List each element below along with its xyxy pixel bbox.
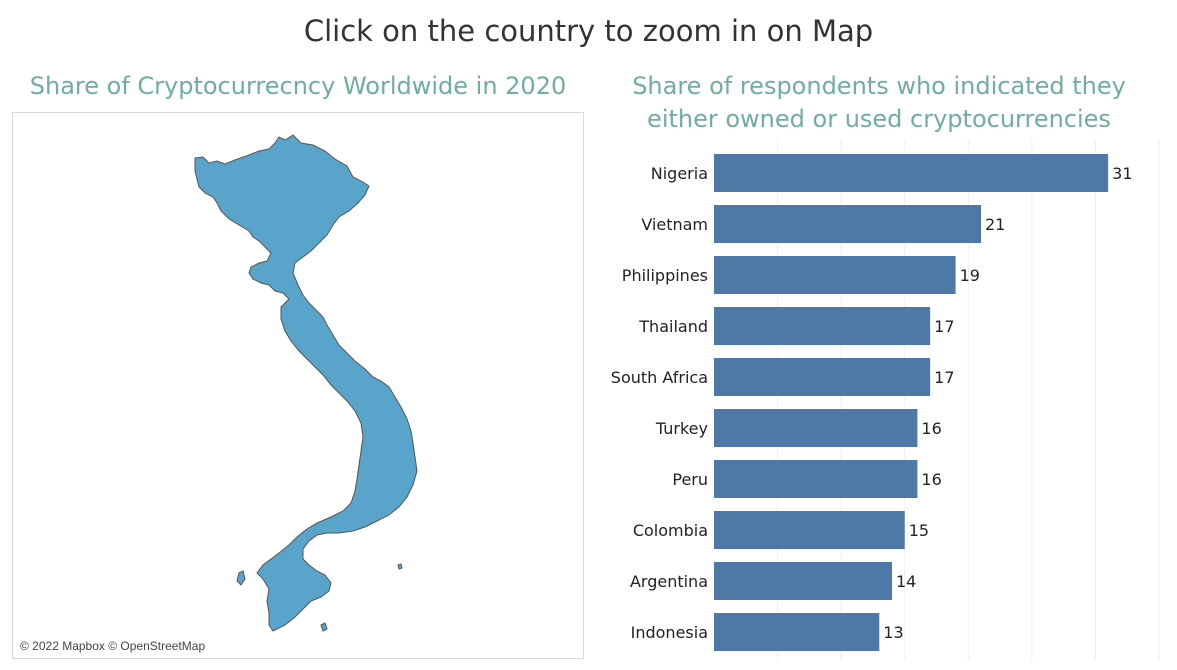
value-label: 16 xyxy=(921,419,941,438)
map-panel[interactable]: © 2022 Mapbox © OpenStreetMap xyxy=(12,112,584,659)
category-label: Nigeria xyxy=(651,164,708,183)
bar[interactable] xyxy=(714,154,1109,192)
bar-chart-title: Share of respondents who indicated they … xyxy=(632,72,1126,133)
category-label: Thailand xyxy=(638,317,708,336)
value-label: 17 xyxy=(934,368,954,387)
map-attribution[interactable]: © 2022 Mapbox © OpenStreetMap xyxy=(20,639,206,653)
category-label: Colombia xyxy=(633,521,708,540)
value-label: 13 xyxy=(883,623,903,642)
bar-chart: Nigeria 31 Vietnam 21 Philippines 19 Thailand 1… xyxy=(611,140,1160,660)
bar[interactable] xyxy=(714,511,905,549)
bar[interactable] xyxy=(714,307,931,345)
category-label: Turkey xyxy=(655,419,708,438)
island-shape xyxy=(397,563,403,570)
map-title: Share of Cryptocurrecncy Worldwide in 20… xyxy=(29,72,567,100)
category-label: Vietnam xyxy=(641,215,708,234)
category-label: South Africa xyxy=(611,368,708,387)
bar[interactable] xyxy=(714,562,892,600)
value-label: 21 xyxy=(985,215,1005,234)
bar[interactable] xyxy=(714,460,918,498)
category-label: Philippines xyxy=(622,266,708,285)
vietnam-country-shape[interactable] xyxy=(194,134,418,632)
bars: Nigeria 31 Vietnam 21 Philippines 19 Thailand 1… xyxy=(611,154,1133,651)
bar[interactable] xyxy=(714,205,981,243)
value-label: 19 xyxy=(960,266,980,285)
dashboard-title: Click on the country to zoom in on Map xyxy=(303,14,874,48)
island-shape xyxy=(236,570,246,586)
value-label: 16 xyxy=(921,470,941,489)
bar[interactable] xyxy=(714,613,880,651)
bar[interactable] xyxy=(714,256,956,294)
value-label: 15 xyxy=(909,521,929,540)
map-canvas[interactable] xyxy=(13,113,583,658)
value-label: 31 xyxy=(1112,164,1132,183)
value-label: 17 xyxy=(934,317,954,336)
category-label: Argentina xyxy=(630,572,708,591)
bar[interactable] xyxy=(714,358,931,396)
value-label: 14 xyxy=(896,572,916,591)
island-shape xyxy=(320,622,328,632)
category-label: Peru xyxy=(672,470,708,489)
bar[interactable] xyxy=(714,409,918,447)
category-label: Indonesia xyxy=(631,623,708,642)
